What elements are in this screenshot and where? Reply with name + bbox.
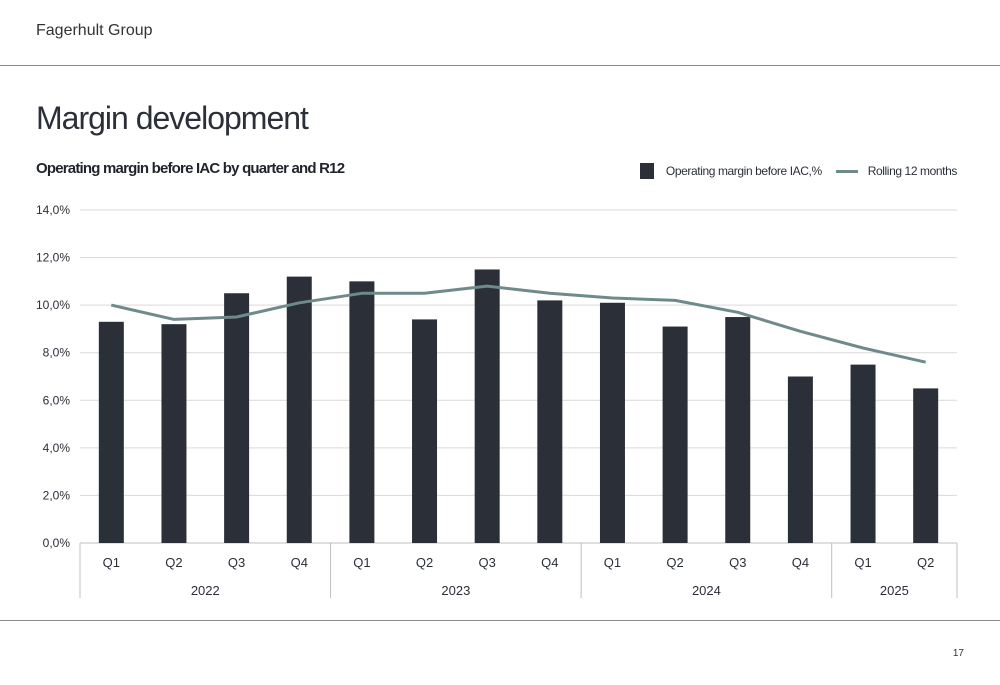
y-tick-label: 12,0% (36, 251, 70, 265)
x-tick-label: Q4 (291, 555, 308, 570)
year-label: 2023 (441, 583, 470, 598)
legend-bar-swatch (639, 163, 654, 179)
x-tick-label: Q1 (854, 555, 871, 570)
page-number: 17 (952, 648, 964, 659)
chart-title: Operating margin before IAC by quarter a… (36, 160, 345, 177)
y-tick-label: 14,0% (36, 203, 70, 217)
bar (725, 317, 751, 543)
rolling-12-months-line (110, 284, 927, 364)
x-tick-label: Q4 (541, 555, 558, 570)
bar (850, 364, 876, 543)
bar (537, 300, 563, 543)
bar (349, 281, 375, 543)
x-tick-label: Q2 (416, 555, 433, 570)
year-label: 2024 (692, 583, 721, 598)
x-tick-label: Q3 (228, 555, 245, 570)
bar (474, 269, 500, 543)
y-tick-label: 8,0% (43, 346, 71, 360)
y-tick-label: 10,0% (36, 298, 70, 312)
year-label: 2025 (880, 583, 909, 598)
x-tick-label: Q2 (165, 555, 182, 570)
x-tick-label: Q2 (917, 555, 934, 570)
brand-name: Fagerhult Group (36, 22, 153, 39)
header-divider (0, 65, 1000, 66)
x-tick-label: Q1 (353, 555, 370, 570)
y-tick-label: 2,0% (43, 488, 71, 502)
y-tick-label: 0,0% (43, 536, 71, 550)
bar (161, 324, 187, 543)
page-title: Margin development (36, 100, 309, 136)
bar (412, 319, 438, 543)
bar (662, 326, 688, 543)
bar (286, 276, 312, 543)
x-tick-label: Q3 (479, 555, 496, 570)
bar (599, 302, 625, 543)
y-tick-label: 6,0% (43, 393, 71, 407)
footer-divider (0, 620, 1000, 621)
year-label: 2022 (191, 583, 220, 598)
x-tick-label: Q3 (729, 555, 746, 570)
legend-line-swatch (835, 169, 858, 173)
x-tick-label: Q4 (792, 555, 809, 570)
legend-bar-label: Operating margin before IAC,% (665, 164, 822, 178)
x-tick-label: Q1 (103, 555, 120, 570)
x-tick-label: Q2 (666, 555, 683, 570)
bar (224, 293, 250, 543)
x-tick-label: Q1 (604, 555, 621, 570)
bar (913, 388, 939, 543)
bar (98, 321, 124, 543)
legend-line-label: Rolling 12 months (867, 164, 958, 178)
y-tick-label: 4,0% (43, 441, 71, 455)
chart-legend: Operating margin before IAC,% Rolling 12… (639, 163, 958, 179)
bar (787, 376, 813, 543)
